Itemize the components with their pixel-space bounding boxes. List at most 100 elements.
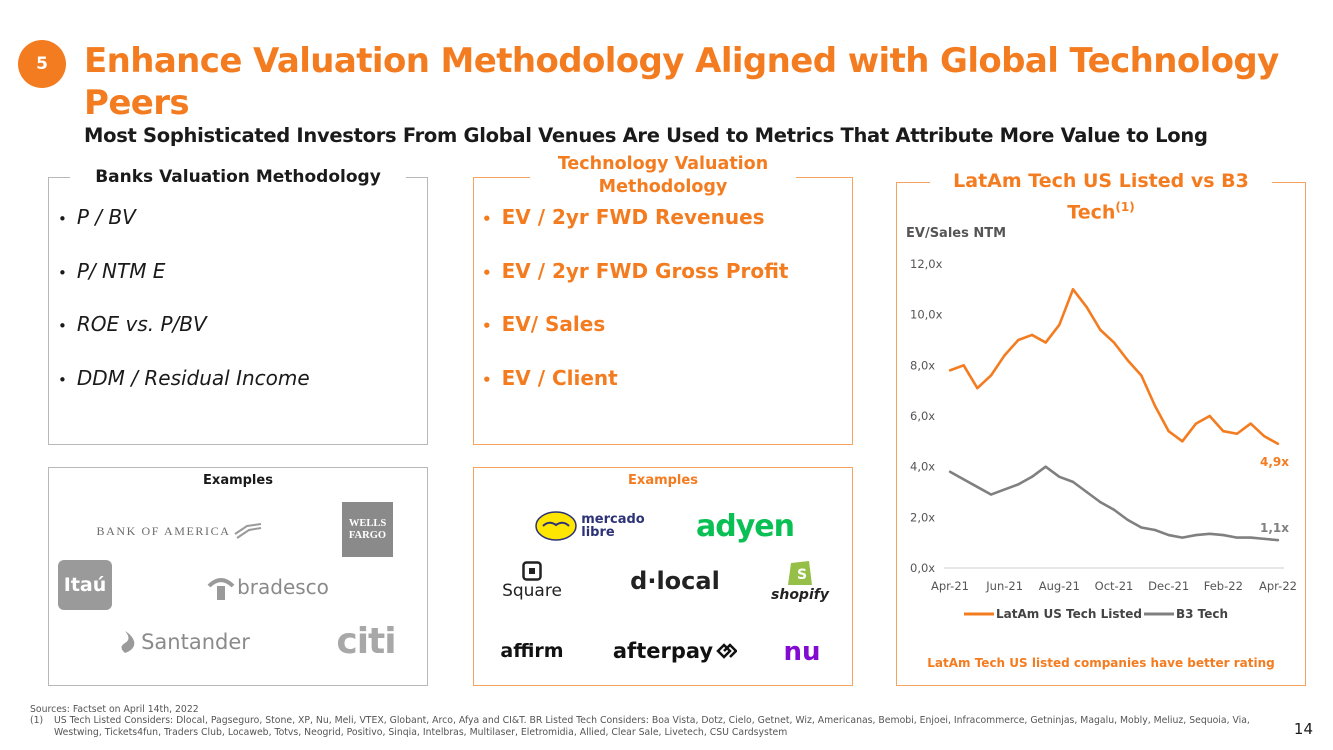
x-tick-label: Apr-22	[1259, 579, 1297, 593]
y-tick-label: 4,0x	[910, 460, 935, 474]
series-line-latam-us-tech	[949, 288, 1279, 446]
y-tick-label: 12,0x	[910, 257, 943, 271]
data-point	[1030, 475, 1034, 478]
santander-logo: Santander	[108, 626, 254, 658]
svg-text:S: S	[797, 567, 807, 583]
list-item: • DDM / Residual Income	[58, 365, 310, 390]
list-item: • EV / 2yr FWD Revenues	[482, 205, 765, 229]
data-point	[1276, 442, 1280, 446]
data-point	[1208, 414, 1211, 418]
data-point	[1153, 528, 1157, 532]
data-point	[976, 386, 979, 390]
page-subtitle: Most Sophisticated Investors From Global…	[84, 124, 1208, 147]
list-item: • EV / Client	[482, 365, 618, 390]
list-item: • P / BV	[58, 205, 136, 229]
data-point	[962, 364, 965, 367]
data-point	[1099, 328, 1102, 332]
page-title: Enhance Valuation Methodology Aligned wi…	[84, 41, 1279, 123]
y-tick-label: 2,0x	[910, 510, 935, 524]
data-point	[1140, 526, 1143, 529]
tech-examples-label: Examples	[628, 473, 698, 488]
data-point	[1208, 532, 1211, 535]
data-point	[1058, 475, 1061, 478]
list-item: • EV / 2yr FWD Gross Profit	[482, 258, 789, 283]
section-badge: 5	[18, 40, 66, 88]
chart-panel-heading: LatAm Tech US Listed vs B3 Tech(1)	[930, 168, 1272, 223]
data-label: 1,1x	[1260, 521, 1289, 535]
chart-footer-note: LatAm Tech US listed companies have bett…	[927, 656, 1275, 670]
data-point	[1071, 288, 1075, 291]
banks-methods-list: • P / BV • P/ NTM E • ROE vs. P/BV • DDM / R…	[58, 205, 310, 419]
footnote-line-1: US Tech Listed Considers: Dlocal, Pagseg…	[54, 715, 1250, 726]
list-item: • EV/ Sales	[482, 312, 606, 336]
data-point	[1249, 422, 1252, 425]
data-point	[962, 478, 965, 481]
list-item: • ROE vs. P/BV	[58, 312, 207, 336]
data-point	[976, 485, 979, 489]
data-point	[1112, 508, 1116, 511]
wells-fargo-logo: WELLS FARGO	[342, 502, 393, 557]
data-point	[1085, 490, 1088, 494]
data-point	[1235, 536, 1239, 539]
data-point	[1249, 536, 1252, 539]
footnote-line-2: Westwing, Tickets4fun, Traders Club, Loc…	[54, 727, 788, 738]
x-tick-label: Feb-22	[1204, 579, 1243, 593]
data-point	[1126, 359, 1129, 362]
data-point	[1030, 333, 1034, 337]
data-point	[1071, 480, 1075, 484]
series-line-b3-tech	[949, 465, 1279, 542]
bank-of-america-logo: BANK OF AMERICA	[92, 518, 267, 544]
data-point	[1167, 533, 1170, 537]
legend-label: LatAm US Tech Listed	[996, 607, 1142, 621]
data-point	[1194, 422, 1198, 425]
tech-examples-panel	[473, 467, 853, 686]
itau-logo: Itaú	[58, 560, 112, 610]
data-point	[948, 369, 952, 372]
data-point	[1222, 533, 1225, 537]
data-point	[1058, 323, 1061, 326]
data-point	[1263, 435, 1266, 438]
data-point	[1017, 483, 1020, 486]
data-point	[1263, 537, 1266, 541]
x-tick-label: Oct-21	[1095, 579, 1134, 593]
tech-methodology-heading: Technology Valuation Methodology	[530, 153, 796, 201]
dlocal-logo: d·local	[630, 567, 720, 595]
data-point	[1181, 536, 1184, 539]
banks-methodology-heading: Banks Valuation Methodology	[70, 154, 406, 204]
square-logo: Square	[497, 558, 567, 604]
afterpay-logo: afterpay	[608, 634, 742, 668]
data-point	[1276, 538, 1280, 542]
data-point	[1112, 341, 1116, 344]
data-point	[948, 470, 952, 473]
y-tick-label: 10,0x	[910, 308, 943, 322]
data-point	[1235, 432, 1239, 435]
bradesco-logo: bradesco	[204, 570, 330, 604]
citi-logo: citi	[336, 620, 396, 662]
sources-note: Sources: Factset on April 14th, 2022	[30, 704, 199, 715]
data-point	[989, 374, 993, 377]
adyen-logo: adyen	[696, 508, 795, 544]
data-point	[1017, 338, 1020, 342]
data-point	[1181, 440, 1184, 443]
x-tick-label: Jun-21	[985, 579, 1023, 593]
page-number: 14	[1293, 720, 1313, 738]
data-point	[1085, 305, 1088, 309]
data-point	[1140, 374, 1143, 377]
ev-sales-line-chart: EV/Sales NTM 0,0x 2,0x 4,0x 6,0x 8,0x 10,0x 12,…	[906, 226, 1297, 621]
data-point	[1099, 500, 1102, 504]
y-tick-label: 8,0x	[910, 358, 935, 372]
nubank-logo: nu	[783, 637, 821, 667]
list-item: • P/ NTM E	[58, 258, 166, 283]
data-point	[1153, 404, 1157, 408]
mercado-libre-logo: mercado libre	[534, 508, 646, 544]
y-tick-label: 0,0x	[910, 561, 935, 575]
shopify-logo: S shopify	[770, 552, 830, 608]
data-point	[1167, 430, 1170, 433]
data-point	[1044, 465, 1047, 468]
data-point	[1222, 430, 1225, 433]
data-point	[1003, 354, 1006, 357]
footnote-marker: (1)	[30, 715, 44, 726]
x-tick-label: Aug-21	[1039, 579, 1080, 593]
legend-label: B3 Tech	[1176, 607, 1228, 621]
x-tick-label: Dec-21	[1148, 579, 1189, 593]
